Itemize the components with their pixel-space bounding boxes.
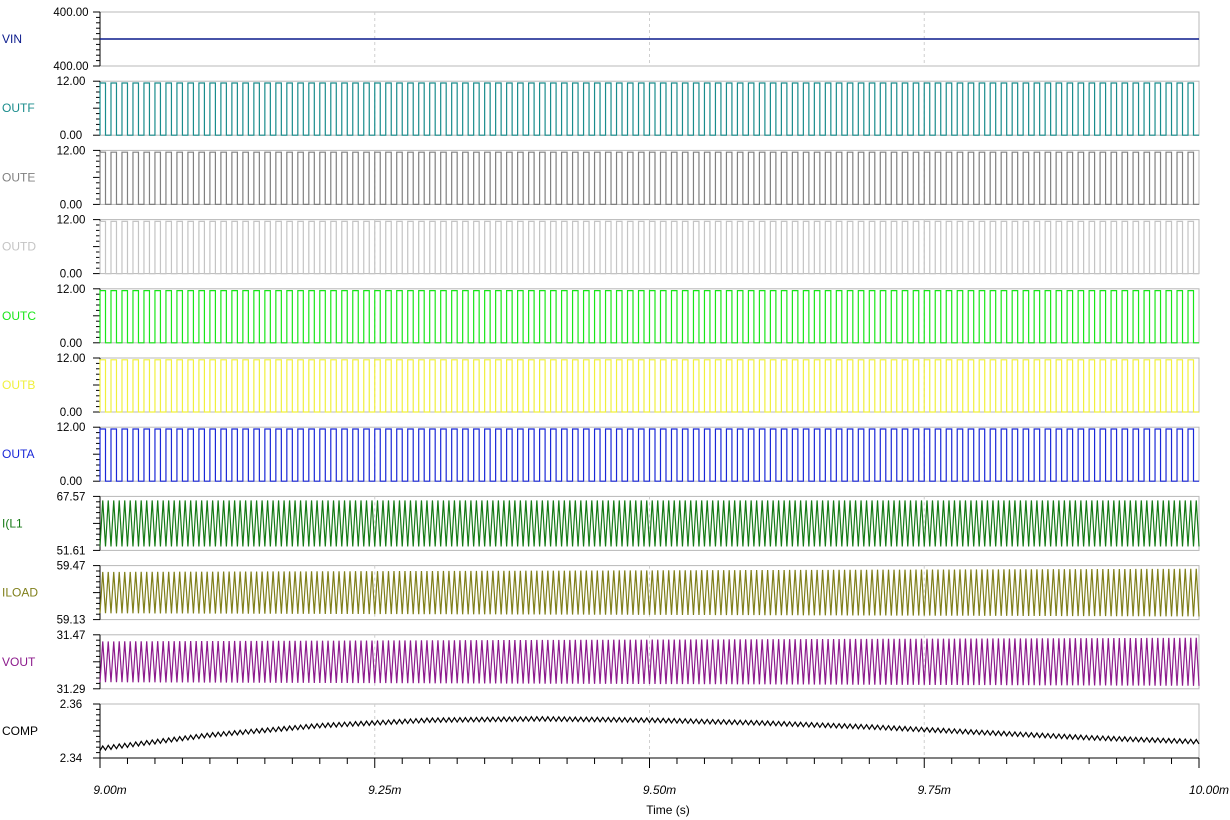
series-line	[99, 428, 1199, 482]
panel-vout: 31.47 31.29 VOUT	[2, 630, 1200, 696]
y-tick-label: 400.00	[53, 61, 88, 73]
x-tick-label: 9.75m	[918, 783, 951, 797]
y-tick-label: 59.47	[57, 561, 86, 573]
y-tick-label: 2.34	[60, 753, 83, 765]
panel-comp: 2.36 2.34 COMP	[2, 699, 1200, 765]
y-tick-label: 59.13	[57, 615, 86, 627]
y-tick-label: 0.00	[60, 338, 82, 350]
series-line	[99, 637, 1200, 686]
series-line	[99, 715, 1200, 752]
series-label: OUTD	[2, 240, 36, 254]
series-label: VOUT	[2, 655, 36, 669]
x-tick-label: 9.00m	[93, 783, 126, 797]
panel-outc: 12.00 0.00 OUTC	[2, 284, 1200, 350]
y-tick-label: 0.00	[60, 269, 82, 281]
y-tick-label: 400.00	[53, 7, 88, 19]
panel-vin: 400.00 400.00 VIN	[2, 7, 1200, 73]
panel-outa: 12.00 0.00 OUTA	[2, 422, 1200, 488]
y-tick-label: 12.00	[57, 284, 86, 296]
series-line	[99, 220, 1199, 275]
panel-il1: 67.57 51.61 I(L1	[2, 491, 1200, 557]
series-label: VIN	[2, 32, 22, 46]
series-label: OUTC	[2, 309, 36, 323]
panels: 400.00 400.00 VIN 12.00 0.00 OUTF 12.00 0.00 OUT…	[2, 7, 1200, 765]
y-tick-label: 12.00	[57, 76, 86, 88]
y-tick-label: 12.00	[57, 145, 86, 157]
y-tick-label: 31.29	[57, 684, 86, 696]
panel-outd: 12.00 0.00 OUTD	[2, 215, 1200, 281]
x-tick-label: 9.50m	[643, 783, 676, 797]
y-tick-label: 0.00	[60, 130, 82, 142]
y-tick-label: 31.47	[57, 630, 86, 642]
x-axis-label: Time (s)	[646, 803, 690, 817]
y-tick-label: 0.00	[60, 407, 82, 419]
panel-iload: 59.47 59.13 ILOAD	[2, 561, 1200, 627]
x-tick-label: 10.00m	[1189, 783, 1229, 797]
x-axis: 9.00m 9.25m 9.50m 9.75m 10.00m	[93, 757, 1229, 797]
series-line	[99, 82, 1199, 136]
series-line	[99, 359, 1199, 413]
series-label: OUTB	[2, 378, 35, 392]
y-tick-label: 67.57	[57, 491, 86, 503]
y-tick-label: 2.36	[60, 699, 82, 711]
panel-oute: 12.00 0.00 OUTE	[2, 145, 1200, 211]
series-line	[99, 290, 1199, 344]
y-tick-label: 12.00	[57, 422, 86, 434]
series-label: OUTA	[2, 447, 34, 461]
series-label: OUTF	[2, 101, 35, 115]
y-tick-label: 12.00	[57, 353, 86, 365]
series-line	[99, 151, 1199, 205]
series-label: COMP	[2, 724, 38, 738]
series-label: I(L1	[2, 516, 23, 530]
x-tick-label: 9.25m	[368, 783, 401, 797]
series-label: ILOAD	[2, 586, 38, 600]
y-tick-label: 12.00	[57, 215, 86, 227]
series-label: OUTE	[2, 170, 35, 184]
panel-outf: 12.00 0.00 OUTF	[2, 76, 1200, 142]
series-line	[99, 500, 1200, 547]
series-line	[99, 568, 1200, 617]
y-tick-label: 0.00	[60, 476, 82, 488]
y-tick-label: 0.00	[60, 199, 82, 211]
panel-outb: 12.00 0.00 OUTB	[2, 353, 1200, 419]
y-tick-label: 51.61	[57, 545, 86, 557]
